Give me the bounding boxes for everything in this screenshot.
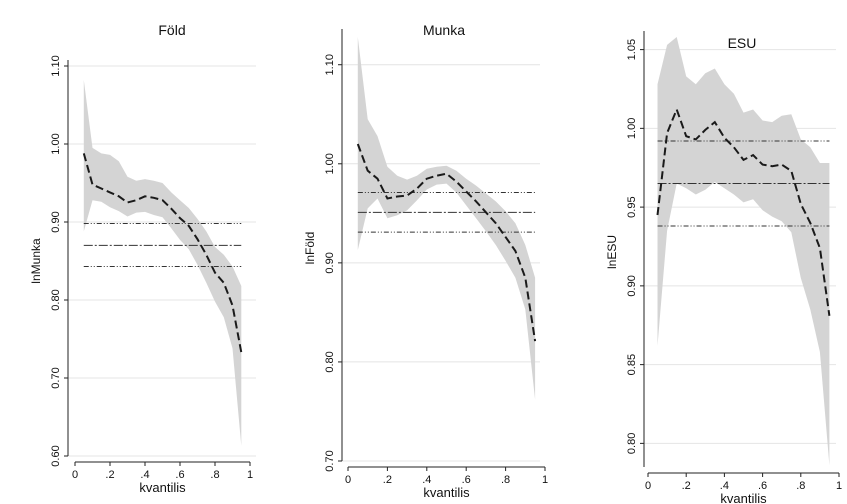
confidence-band (657, 37, 830, 466)
y-tick-label: 1.10 (50, 55, 62, 76)
x-tick-label: .4 (422, 474, 431, 486)
chart-svg: Föld 0.60 0.70 0.80 0.90 1.00 1.10 0 .2 .4 .6 .8 1 kv… (29, 22, 256, 495)
y-tick-label: 1.05 (626, 39, 638, 60)
x-tick-label: .6 (758, 480, 767, 492)
y-tick-label: 1.00 (626, 118, 638, 139)
chart-svg: Munka 0.70 0.80 0.90 1.00 1.10 0 .2 .4 .6 .8 1 kvant… (303, 22, 548, 500)
x-tick-label: 0 (72, 469, 78, 481)
x-tick-label: 1 (542, 474, 548, 486)
y-tick-label: 1.00 (324, 153, 336, 174)
chart-panel-munka: Munka 0.70 0.80 0.90 1.00 1.10 0 .2 .4 .6 .8 1 kvant… (282, 0, 564, 504)
chart-title: Föld (158, 22, 185, 38)
x-tick-label: 0 (345, 474, 351, 486)
x-tick-label: .2 (682, 480, 691, 492)
y-tick-label: 0.90 (50, 211, 62, 232)
chart-title: Munka (423, 22, 465, 38)
quantile-estimate-line (656, 106, 831, 316)
x-tick-label: .6 (175, 469, 184, 481)
x-axis-label: kvantilis (423, 485, 470, 500)
confidence-band (357, 37, 536, 400)
y-tick-label: 0.90 (626, 275, 638, 296)
x-tick-label: 1 (247, 469, 253, 481)
y-tick-label: 0.80 (626, 433, 638, 454)
y-tick-label: 0.80 (324, 351, 336, 372)
quantile-estimate-line (356, 143, 537, 342)
y-tick-label: 0.70 (50, 367, 62, 388)
x-tick-label: .2 (105, 469, 114, 481)
x-tick-label: 1 (836, 480, 842, 492)
chart-svg: ESU 0.80 0.85 0.90 0.95 1.00 1.05 0 .2 .4 .6 .8 1 kva… (605, 31, 842, 504)
x-tick-label: .6 (462, 474, 471, 486)
y-tick-label: 0.85 (626, 354, 638, 375)
x-tick-label: .2 (383, 474, 392, 486)
chart-title: ESU (728, 35, 757, 51)
x-tick-label: .4 (720, 480, 729, 492)
chart-panel-fold: Föld 0.60 0.70 0.80 0.90 1.00 1.10 0 .2 .4 .6 .8 1 kv… (0, 0, 282, 504)
y-axis-label: lnMunka (29, 238, 43, 284)
quantile-estimate-line (82, 153, 243, 353)
x-tick-label: 0 (645, 480, 651, 492)
y-axis-label: lnFöld (303, 232, 317, 265)
y-axis-label: lnESU (605, 235, 619, 269)
y-tick-label: 0.80 (50, 289, 62, 310)
chart-panel-esu: ESU 0.80 0.85 0.90 0.95 1.00 1.05 0 .2 .4 .6 .8 1 kva… (564, 0, 847, 504)
y-tick-label: 0.95 (626, 196, 638, 217)
x-axis-label: kvantilis (139, 480, 186, 495)
confidence-band (83, 80, 242, 446)
y-tick-label: 0.60 (50, 445, 62, 466)
x-axis-label: kvantilis (720, 491, 767, 504)
x-tick-label: .8 (796, 480, 805, 492)
x-tick-label: .8 (210, 469, 219, 481)
y-tick-label: 0.90 (324, 252, 336, 273)
y-tick-label: 1.10 (324, 54, 336, 75)
y-tick-label: 1.00 (50, 133, 62, 154)
y-tick-label: 0.70 (324, 450, 336, 471)
x-tick-label: .8 (501, 474, 510, 486)
x-tick-label: .4 (140, 469, 149, 481)
